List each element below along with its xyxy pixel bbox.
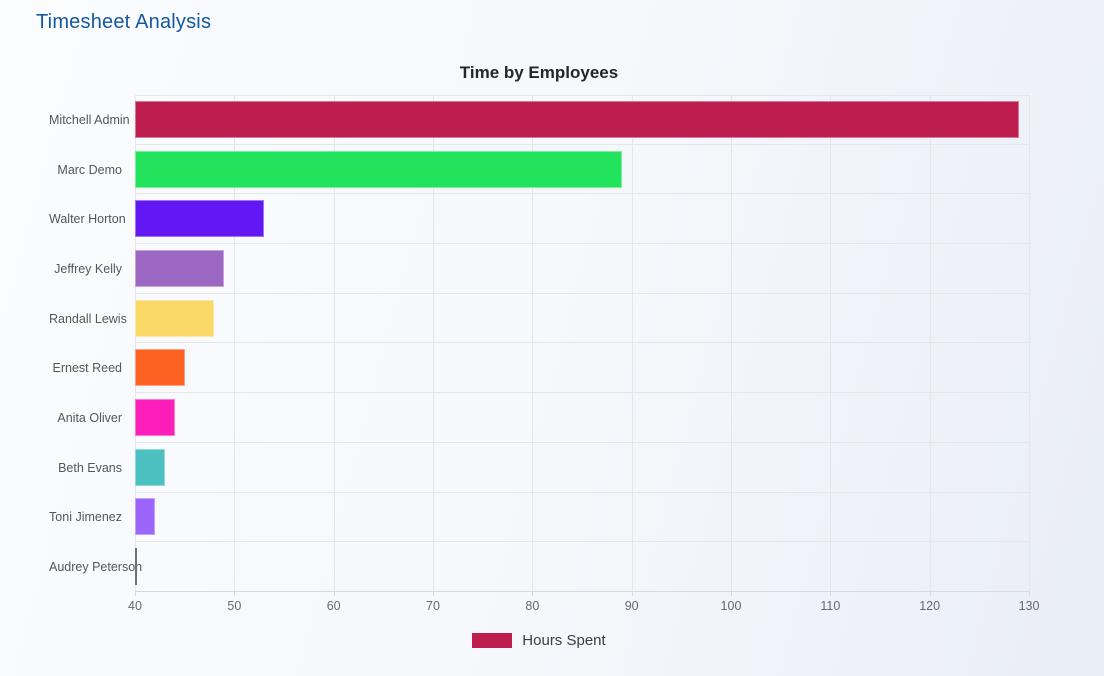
bar-track <box>135 194 1029 245</box>
bar-row: Jeffrey Kelly <box>49 244 1029 294</box>
bar-marc-demo[interactable] <box>135 150 622 188</box>
x-tick-label: 110 <box>820 598 841 613</box>
bar-walter-horton[interactable] <box>135 200 265 238</box>
y-axis-label: Jeffrey Kelly <box>54 261 122 276</box>
y-axis-label: Audrey Peterson <box>49 560 143 575</box>
bar-row: Mitchell Admin <box>49 95 1029 145</box>
bar-track <box>135 542 1029 592</box>
tick-mark <box>730 591 732 596</box>
bar-track <box>135 343 1029 394</box>
bar-row: Anita Oliver <box>49 393 1029 443</box>
bar-track <box>135 443 1029 493</box>
gridline <box>929 95 931 592</box>
gridline <box>631 95 633 592</box>
bar-row: Marc Demo <box>49 145 1029 195</box>
bar-ernest-reed[interactable] <box>135 349 185 387</box>
x-tick-label: 40 <box>128 598 142 613</box>
bar-track <box>135 493 1029 543</box>
gridline <box>234 95 236 592</box>
x-tick-label: 90 <box>624 598 639 613</box>
bar-row: Walter Horton <box>49 194 1029 245</box>
y-axis-label: Marc Demo <box>57 162 122 177</box>
tick-mark <box>631 591 633 596</box>
gridline <box>730 95 732 592</box>
tick-mark <box>929 591 931 596</box>
bar-row: Audrey Peterson <box>49 542 1029 592</box>
y-axis-label: Ernest Reed <box>52 361 122 376</box>
tick-mark <box>135 591 136 596</box>
x-tick-label: 60 <box>326 598 341 613</box>
tick-mark <box>830 591 832 596</box>
tick-mark <box>532 591 534 596</box>
x-tick-label: 100 <box>720 598 742 613</box>
y-axis-label: Mitchell Admin <box>49 112 130 127</box>
legend-hours-spent[interactable]: Hours Spent <box>49 632 1029 649</box>
bar-randall-lewis[interactable] <box>135 299 215 337</box>
bar-track <box>135 95 1029 145</box>
bar-jeffrey-kelly[interactable] <box>135 249 225 287</box>
y-axis-label: Randall Lewis <box>49 311 127 326</box>
x-tick-label: 120 <box>919 598 941 613</box>
bar-track <box>135 294 1029 344</box>
page-title: Timesheet Analysis <box>36 11 212 33</box>
bar-track <box>135 145 1029 195</box>
bar-rows: Mitchell Admin Marc Demo Walter Horton Jeff… <box>49 95 1029 592</box>
x-tick-label: 80 <box>525 598 540 613</box>
gridline <box>333 95 335 592</box>
legend-swatch <box>472 632 513 648</box>
chart-title: Time by Employees <box>459 63 619 82</box>
bar-row: Randall Lewis <box>49 294 1029 344</box>
chart-body: Mitchell Admin Marc Demo Walter Horton Jeff… <box>49 95 1030 592</box>
tick-mark <box>1029 591 1030 596</box>
x-tick-label: 50 <box>227 598 242 613</box>
tick-mark <box>234 591 236 596</box>
gridline <box>432 95 434 592</box>
bar-row: Ernest Reed <box>49 343 1029 394</box>
hours-bar-chart: Time by Employees Mitchell Admin Marc Dem… <box>49 62 1039 649</box>
bar-row: Beth Evans <box>49 443 1029 493</box>
gridline <box>1029 95 1030 592</box>
y-axis-label: Toni Jimenez <box>49 510 122 525</box>
tick-mark <box>432 591 434 596</box>
gridline <box>830 95 832 592</box>
y-axis-label: Anita Oliver <box>57 410 122 425</box>
grid-layer <box>135 95 1030 592</box>
legend-label: Hours Spent <box>522 631 606 649</box>
bar-row: Toni Jimenez <box>49 493 1029 543</box>
bar-track <box>135 393 1029 443</box>
bar-audrey-peterson[interactable] <box>135 548 137 586</box>
x-axis: 40 50 60 70 80 90 100 110 120 130 <box>128 591 1039 616</box>
y-axis-label: Beth Evans <box>58 460 122 475</box>
gridline <box>532 95 534 592</box>
x-tick-label: 130 <box>1018 598 1040 613</box>
x-tick-label: 70 <box>426 598 440 613</box>
bar-beth-evans[interactable] <box>135 448 165 486</box>
bar-anita-oliver[interactable] <box>135 398 175 436</box>
gridline <box>135 95 136 592</box>
tick-mark <box>333 591 335 596</box>
bar-toni-jimenez[interactable] <box>135 498 155 536</box>
y-axis-label: Walter Horton <box>49 212 126 227</box>
bar-mitchell-admin[interactable] <box>135 101 1020 139</box>
bar-track <box>135 244 1029 294</box>
